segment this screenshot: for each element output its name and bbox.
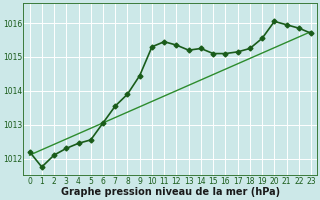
X-axis label: Graphe pression niveau de la mer (hPa): Graphe pression niveau de la mer (hPa)	[61, 187, 280, 197]
